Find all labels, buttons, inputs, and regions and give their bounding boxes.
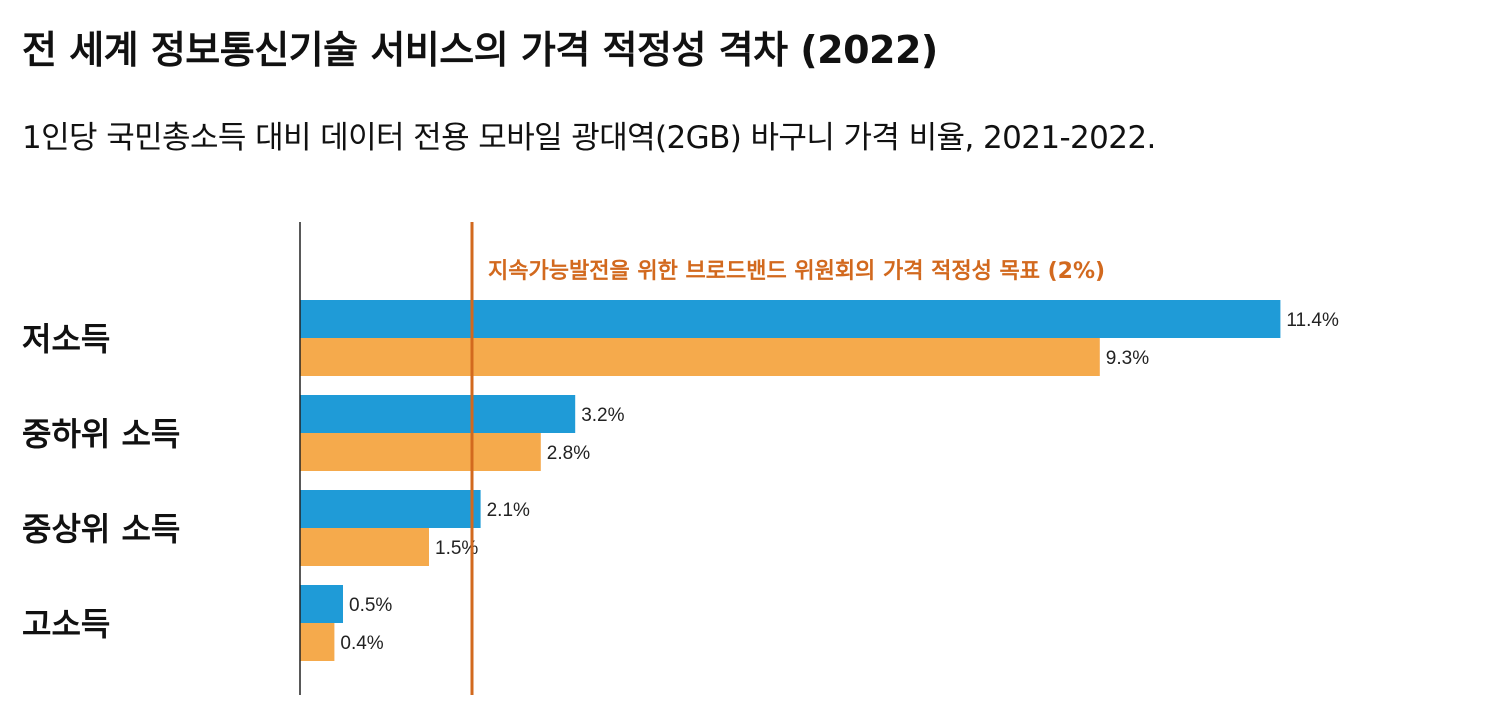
category-1-series-1-value-label: 11.4% — [1286, 310, 1339, 331]
chart-title: 전 세계 정보통신기술 서비스의 가격 적정성 격차 (2022) — [22, 28, 938, 72]
category-3-series-2-value-label: 1.5% — [435, 538, 478, 559]
category-1-series-2-bar — [300, 338, 1100, 376]
category-4-series-2-value-label: 0.4% — [340, 633, 383, 654]
category-4-series-1-value-label: 0.5% — [349, 595, 392, 616]
category-3-series-2-bar — [300, 528, 429, 566]
category-1-label: 저소득 — [22, 320, 110, 358]
category-2-series-2-value-label: 2.8% — [547, 443, 590, 464]
category-2-series-1-bar — [300, 395, 576, 433]
category-4-label: 고소득 — [22, 605, 110, 643]
category-3-series-1-value-label: 2.1% — [487, 500, 530, 521]
bars-group: 11.4% 9.3% 저소득 3.2% 2.8% 중하위 소득 2.1% 1.5% 중상위 소득… — [22, 300, 1339, 661]
category-3-series-1-bar — [300, 490, 481, 528]
category-1-series-1-bar — [300, 300, 1281, 338]
category-2-series-2-bar — [300, 433, 541, 471]
chart-subtitle: 1인당 국민총소득 대비 데이터 전용 모바일 광대역(2GB) 바구니 가격 … — [22, 120, 1156, 156]
category-3-label: 중상위 소득 — [22, 510, 180, 548]
category-4-series-2-bar — [300, 623, 335, 661]
category-1-series-2-value-label: 9.3% — [1106, 348, 1149, 369]
category-2-series-1-value-label: 3.2% — [581, 405, 624, 426]
category-2-label: 중하위 소득 — [22, 415, 180, 453]
category-4-series-1-bar — [300, 585, 343, 623]
target-reference-label: 지속가능발전을 위한 브로드밴드 위원회의 가격 적정성 목표 (2%) — [488, 259, 1105, 284]
